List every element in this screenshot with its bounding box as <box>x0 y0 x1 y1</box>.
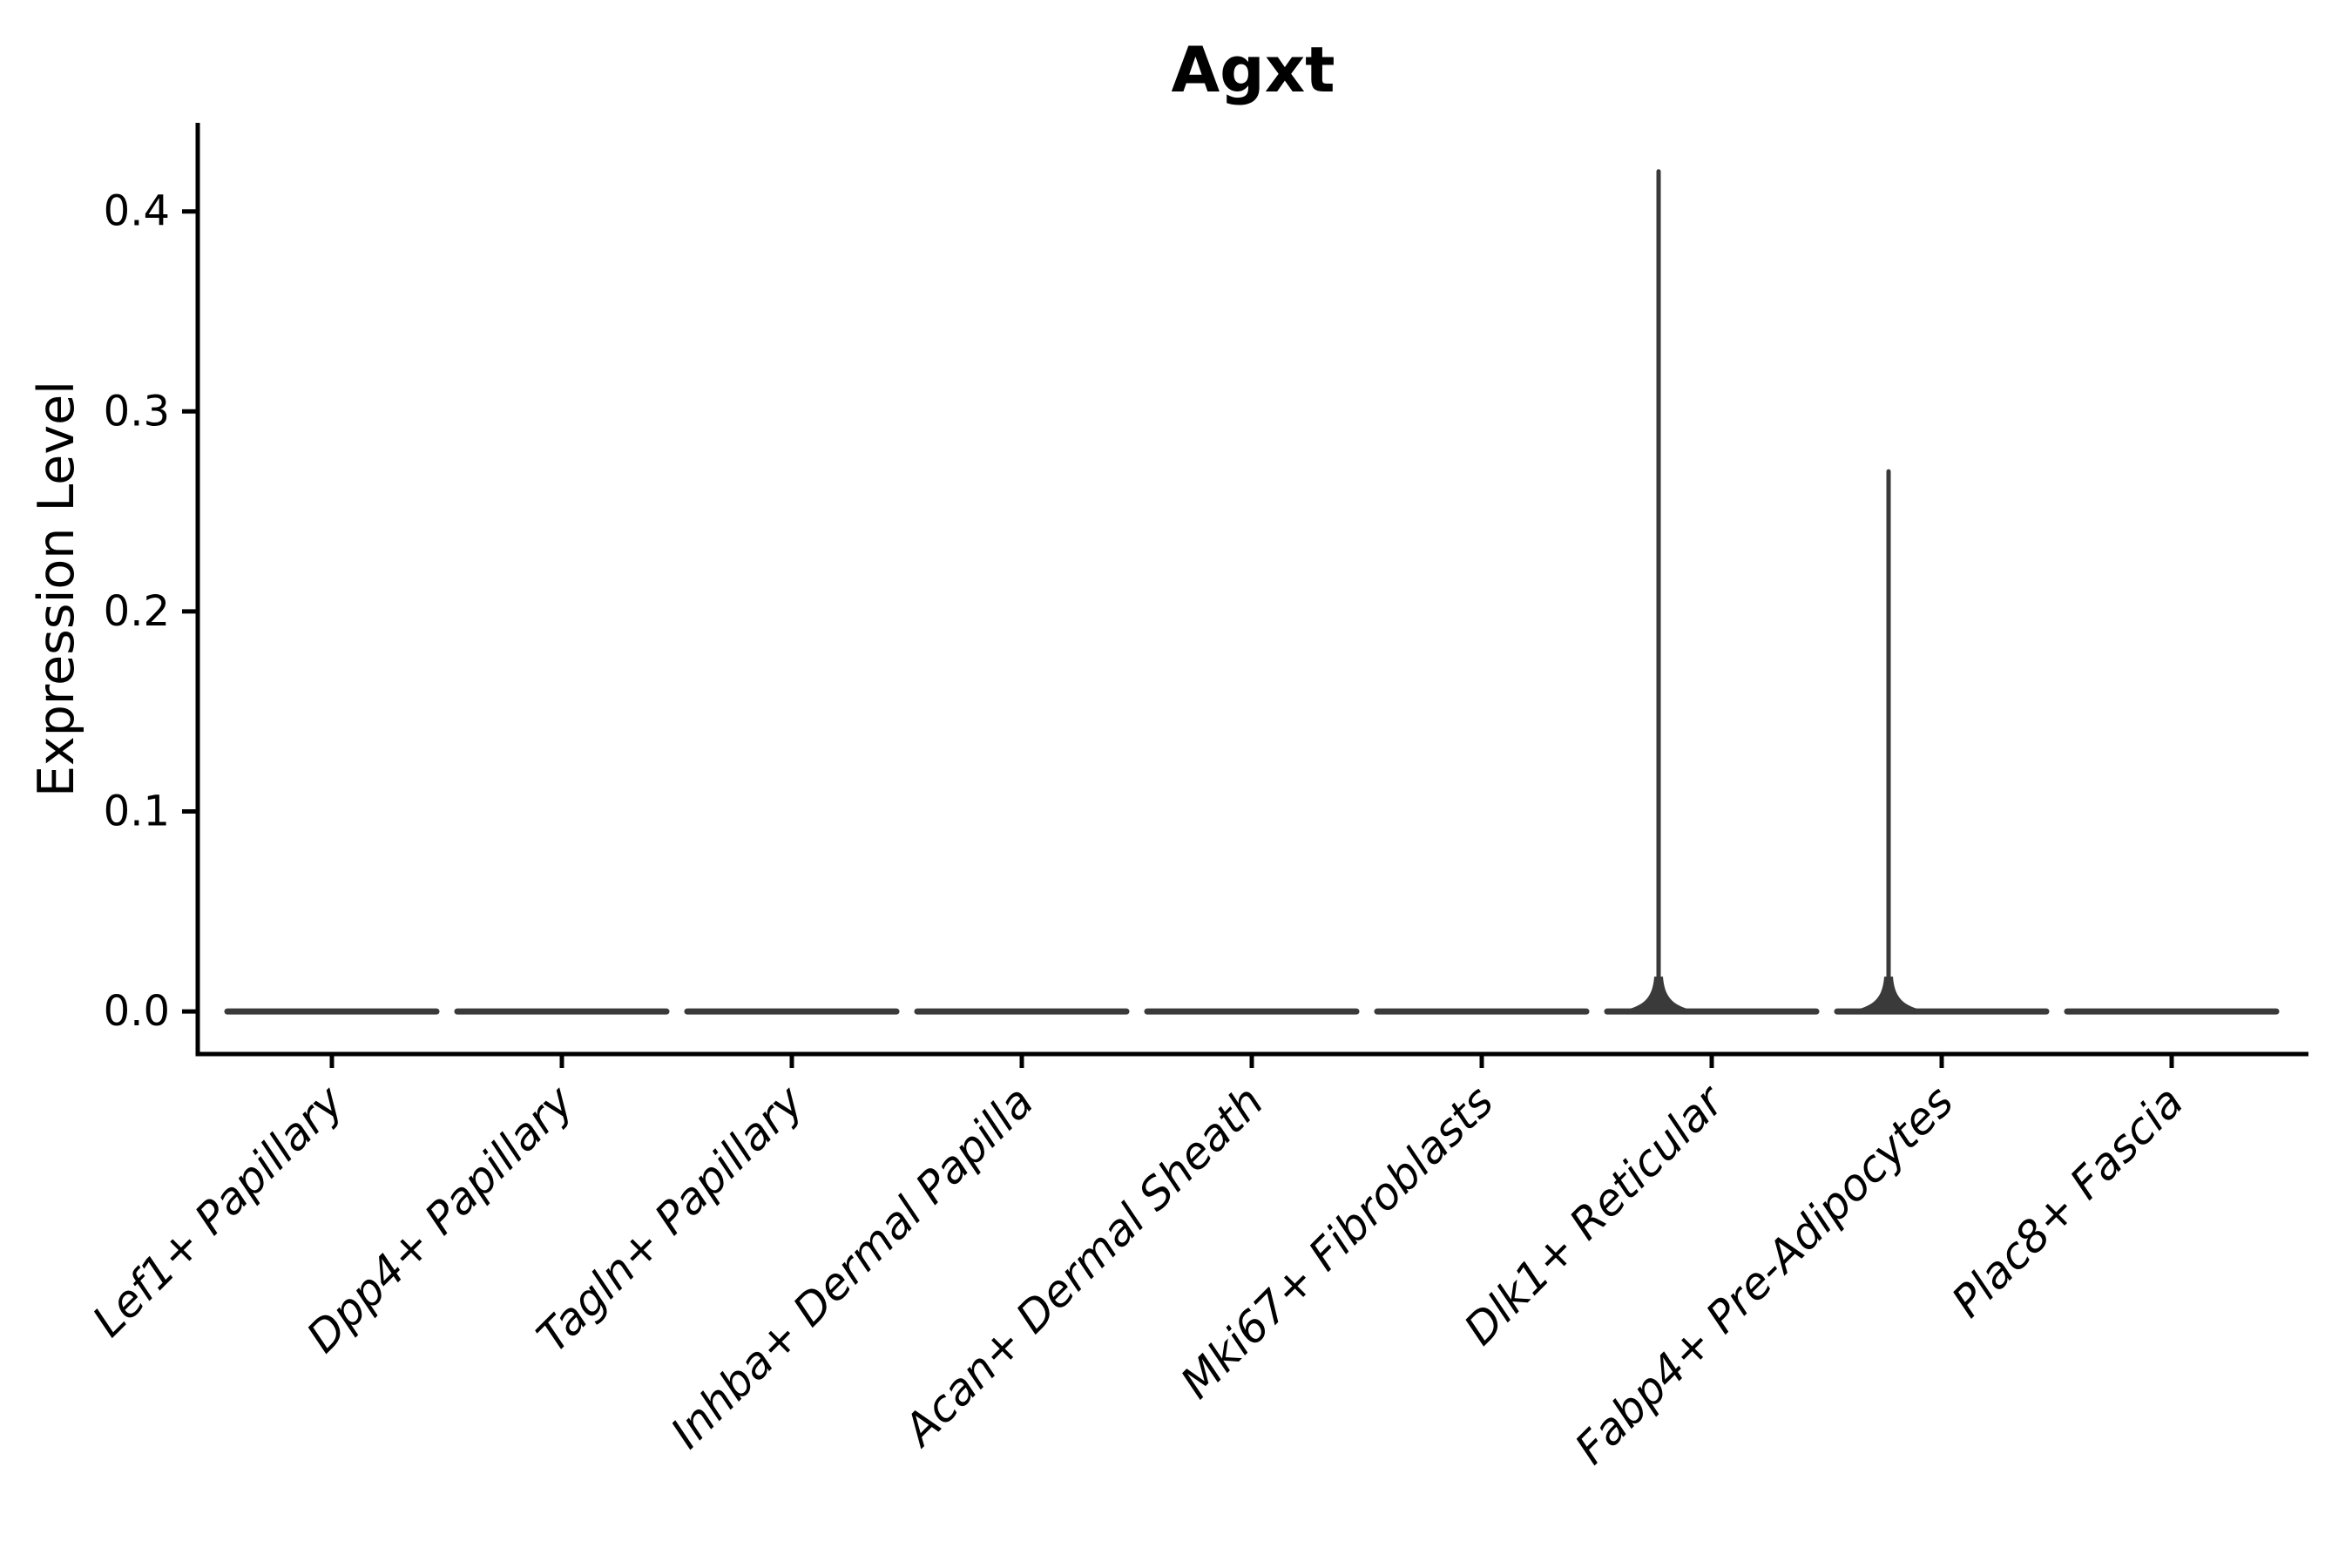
y-tick-labels: 0.0 0.1 0.2 0.3 0.4 <box>104 187 170 1036</box>
y-tick-label: 0.4 <box>104 187 170 236</box>
x-tick-label: Lef1+ Papillary <box>83 1075 354 1346</box>
violins <box>224 169 2280 1015</box>
x-tick-label: Inhba+ Dermal Papilla <box>661 1076 1043 1457</box>
y-tick-label: 0.2 <box>104 587 170 636</box>
x-tick-label: Fabp4+ Pre-Adipocytes <box>1565 1076 1963 1474</box>
x-tick-label: Plac8+ Fascia <box>1943 1076 2193 1327</box>
chart-title: Agxt <box>1171 33 1335 106</box>
y-tick-label: 0.1 <box>104 787 170 835</box>
y-tick-label: 0.3 <box>104 387 170 436</box>
y-tick-label: 0.0 <box>104 987 170 1036</box>
axes <box>182 123 2308 1068</box>
